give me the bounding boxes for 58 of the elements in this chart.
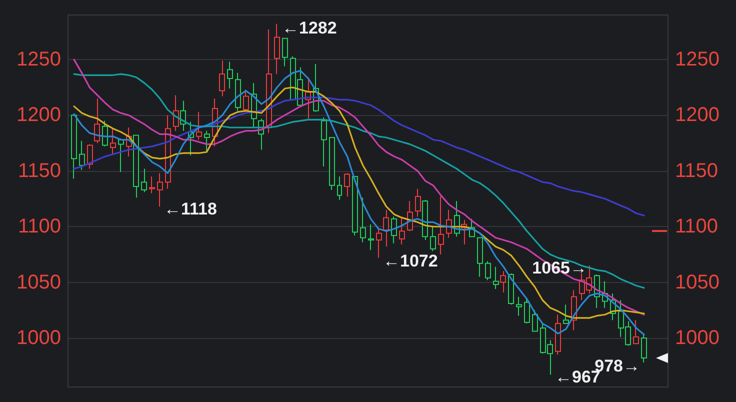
candlestick	[477, 237, 483, 278]
y-tick-label: 1250	[16, 48, 61, 71]
candlestick	[368, 224, 374, 251]
candlestick	[337, 176, 342, 200]
y2-tick-label: 1100	[675, 216, 718, 238]
candlestick	[563, 304, 569, 324]
annotation: ←1072	[383, 252, 438, 270]
candlestick	[376, 227, 382, 258]
candlestick	[352, 176, 358, 236]
candlestick	[71, 114, 77, 180]
annotation: ←1282	[282, 18, 337, 38]
candlestick	[508, 272, 514, 306]
candlestick	[141, 168, 147, 193]
candlestick	[633, 320, 639, 344]
line-series	[73, 96, 645, 216]
candlestick	[360, 197, 366, 243]
candlestick	[87, 144, 93, 170]
y-tick-label: 1150	[18, 160, 61, 182]
candlestick	[282, 38, 288, 67]
y-tick-label: 1200	[16, 104, 61, 126]
candlestick	[102, 120, 108, 147]
y-tick-label: 1050	[16, 271, 61, 294]
candlestick	[274, 23, 280, 75]
y-tick-label: 1000	[16, 326, 61, 349]
y2-tick-label: 1000	[675, 326, 720, 349]
candlestick	[383, 209, 389, 248]
candlestick	[157, 172, 163, 208]
candlestick	[524, 298, 530, 324]
candlestick	[399, 217, 405, 245]
candlestick	[321, 116, 327, 167]
candlestick	[79, 140, 85, 170]
candlestick	[149, 176, 155, 194]
candlestick	[227, 61, 233, 90]
candlestick	[196, 111, 202, 140]
candlestick	[94, 98, 100, 144]
candlestick	[204, 130, 210, 152]
candlestick	[555, 314, 561, 356]
candlestick	[532, 310, 538, 332]
candlestick	[118, 139, 124, 173]
y2-tick-label: 1250	[675, 48, 720, 71]
y2-tick-label: 1150	[675, 160, 718, 182]
candlestick	[516, 296, 522, 316]
candlestick	[329, 137, 335, 190]
candlestick	[438, 196, 444, 255]
line-series	[73, 73, 645, 289]
annotation: ←1118	[164, 200, 217, 218]
candlestick	[485, 260, 491, 281]
candlestick	[430, 226, 436, 252]
candlestick	[641, 333, 647, 363]
candlestick	[243, 89, 249, 112]
candlestick	[344, 172, 350, 198]
candlestick	[219, 60, 225, 97]
y2-tick-label: 1050	[675, 271, 720, 294]
candlestick	[235, 72, 241, 112]
candlestick	[391, 216, 397, 244]
candlestick	[110, 126, 116, 155]
y2-tick-label: 1200	[675, 104, 720, 126]
y-tick-label: 1100	[18, 216, 61, 238]
